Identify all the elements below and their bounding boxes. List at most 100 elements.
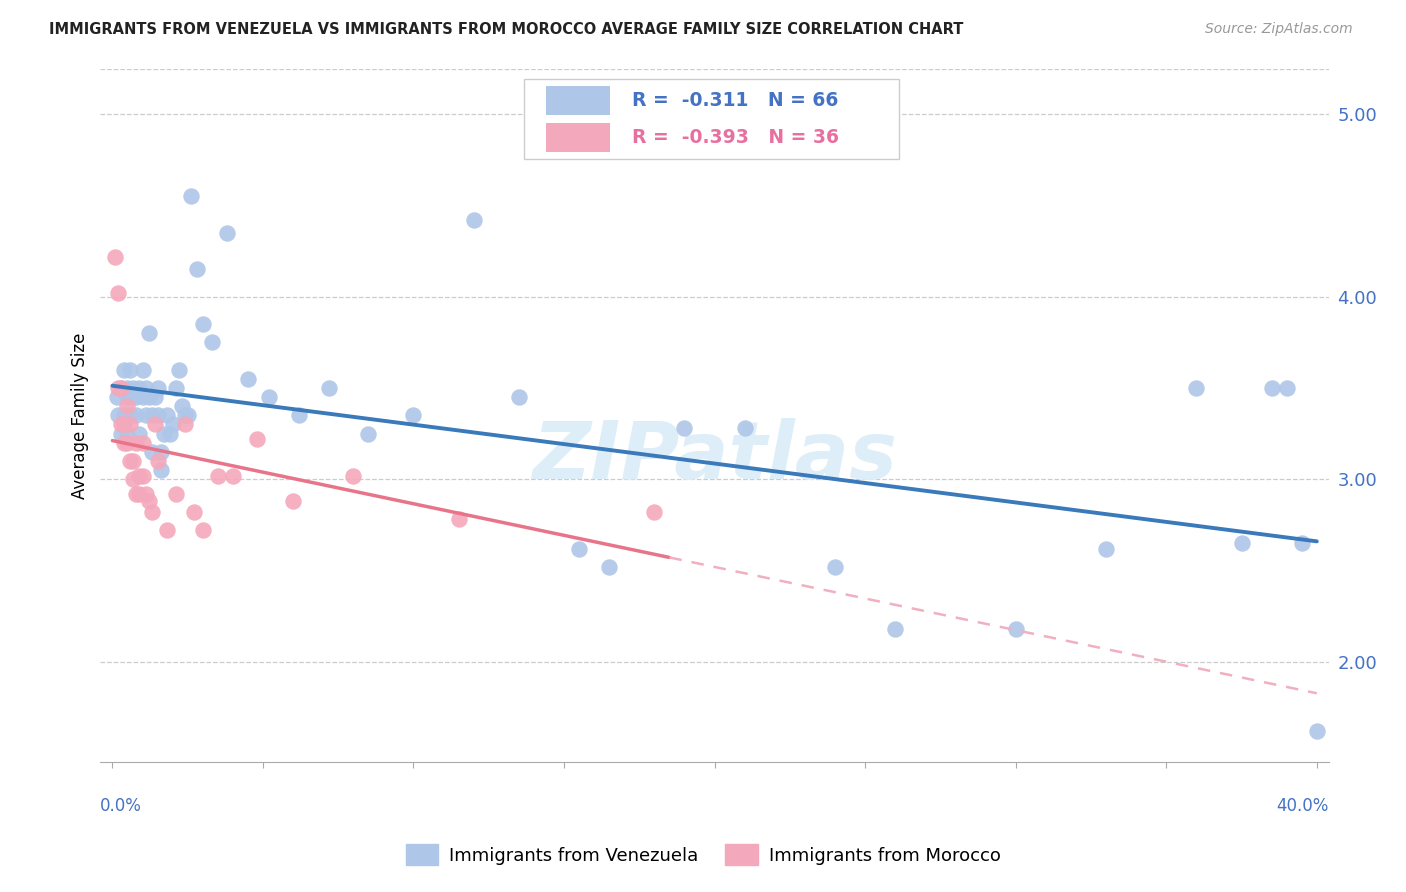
- Point: [117, 390, 139, 404]
- Point: [598, 560, 620, 574]
- Point: [824, 560, 846, 574]
- Text: ZIPatlas: ZIPatlas: [531, 418, 897, 496]
- Point: [131, 362, 153, 376]
- Point: [152, 426, 174, 441]
- Point: [146, 454, 169, 468]
- Point: [114, 435, 136, 450]
- Point: [884, 622, 907, 636]
- Point: [173, 409, 195, 423]
- Point: [138, 326, 160, 341]
- Point: [141, 505, 163, 519]
- Point: [146, 409, 169, 423]
- Point: [222, 468, 245, 483]
- Point: [131, 468, 153, 483]
- Point: [165, 381, 187, 395]
- Point: [167, 362, 190, 376]
- Point: [155, 524, 177, 538]
- Point: [402, 409, 425, 423]
- Point: [125, 390, 148, 404]
- Point: [149, 463, 172, 477]
- Point: [162, 417, 184, 432]
- Point: [1275, 381, 1298, 395]
- Point: [141, 445, 163, 459]
- Text: 40.0%: 40.0%: [1277, 797, 1329, 815]
- Point: [1185, 381, 1208, 395]
- Point: [120, 362, 142, 376]
- Point: [246, 432, 269, 446]
- Point: [734, 421, 756, 435]
- Point: [125, 409, 148, 423]
- Point: [120, 454, 142, 468]
- Point: [122, 454, 145, 468]
- Point: [357, 426, 380, 441]
- Point: [134, 487, 156, 501]
- FancyBboxPatch shape: [547, 86, 610, 115]
- Point: [125, 435, 148, 450]
- Point: [183, 505, 205, 519]
- Point: [1230, 536, 1253, 550]
- Point: [107, 381, 129, 395]
- Point: [146, 381, 169, 395]
- Point: [173, 417, 195, 432]
- Point: [186, 262, 208, 277]
- Point: [318, 381, 340, 395]
- Point: [125, 487, 148, 501]
- FancyBboxPatch shape: [547, 122, 610, 152]
- Point: [117, 426, 139, 441]
- Point: [131, 435, 153, 450]
- Point: [165, 487, 187, 501]
- Point: [122, 472, 145, 486]
- Point: [122, 390, 145, 404]
- Point: [155, 409, 177, 423]
- Point: [1260, 381, 1282, 395]
- Point: [236, 372, 259, 386]
- Point: [1291, 536, 1313, 550]
- Point: [110, 426, 132, 441]
- Point: [673, 421, 696, 435]
- Point: [117, 435, 139, 450]
- Point: [159, 426, 181, 441]
- Point: [114, 362, 136, 376]
- Point: [107, 409, 129, 423]
- Point: [288, 409, 311, 423]
- Point: [207, 468, 229, 483]
- Point: [117, 399, 139, 413]
- Point: [143, 417, 166, 432]
- Point: [149, 445, 172, 459]
- Point: [342, 468, 364, 483]
- Point: [180, 189, 202, 203]
- Legend: Immigrants from Venezuela, Immigrants from Morocco: Immigrants from Venezuela, Immigrants fr…: [398, 837, 1008, 872]
- Point: [128, 468, 150, 483]
- Point: [201, 335, 224, 350]
- Point: [134, 409, 156, 423]
- Point: [1306, 724, 1329, 739]
- Point: [215, 226, 238, 240]
- Point: [117, 381, 139, 395]
- Point: [110, 381, 132, 395]
- Point: [191, 317, 214, 331]
- Point: [463, 213, 485, 227]
- Point: [107, 286, 129, 301]
- Point: [1095, 541, 1118, 556]
- Point: [643, 505, 665, 519]
- Point: [114, 417, 136, 432]
- Text: IMMIGRANTS FROM VENEZUELA VS IMMIGRANTS FROM MOROCCO AVERAGE FAMILY SIZE CORRELA: IMMIGRANTS FROM VENEZUELA VS IMMIGRANTS …: [49, 22, 963, 37]
- Point: [138, 390, 160, 404]
- Text: Source: ZipAtlas.com: Source: ZipAtlas.com: [1205, 22, 1353, 37]
- Text: R =  -0.311   N = 66: R = -0.311 N = 66: [633, 91, 838, 110]
- Point: [105, 390, 128, 404]
- Point: [110, 381, 132, 395]
- Point: [110, 417, 132, 432]
- Point: [128, 487, 150, 501]
- Point: [1004, 622, 1026, 636]
- Point: [122, 381, 145, 395]
- Point: [120, 409, 142, 423]
- FancyBboxPatch shape: [524, 78, 898, 159]
- Point: [191, 524, 214, 538]
- Point: [131, 390, 153, 404]
- Point: [104, 250, 127, 264]
- Point: [114, 409, 136, 423]
- Text: 0.0%: 0.0%: [100, 797, 142, 815]
- Y-axis label: Average Family Size: Average Family Size: [72, 332, 89, 499]
- Point: [176, 409, 198, 423]
